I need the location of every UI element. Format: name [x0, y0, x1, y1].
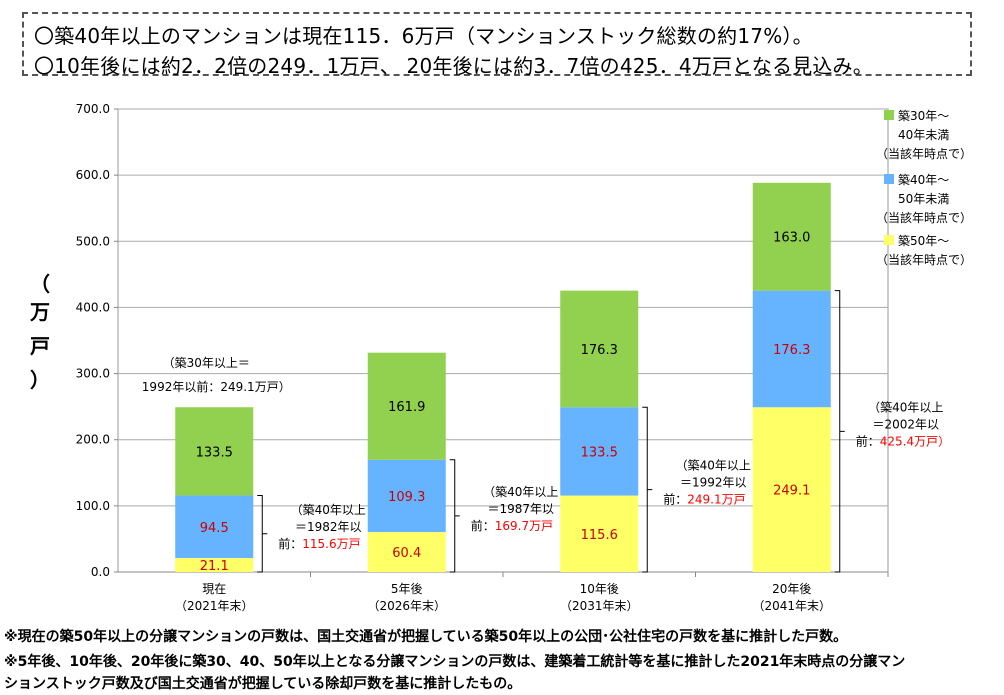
y-tick-label: 600.0: [76, 168, 110, 182]
footnote-2: ※5年後、10年後、20年後に築30、40、50年以上となる分譲マンションの戸数…: [4, 654, 906, 670]
bracket: [449, 459, 460, 573]
x-category-label: 10年後: [580, 582, 619, 596]
data-label: 161.9: [388, 400, 425, 415]
x-category-label: 現在: [202, 582, 226, 596]
bracket: [834, 290, 845, 573]
bar-segment: [367, 532, 446, 572]
bracket-annotation-value: 425.4万戸）: [880, 434, 950, 448]
bracket-annotation-line1: （築40年以上: [291, 502, 366, 517]
y-tick-label: 0.0: [91, 565, 110, 579]
y-axis-label-close: ）: [30, 368, 50, 392]
bracket-annotation-line3: 前：249.1万戸: [663, 492, 745, 507]
bar-segment: [752, 407, 831, 572]
headline-line-1: 〇築40年以上のマンションは現在115．6万戸（マンションストック総数の約17%…: [34, 24, 813, 48]
y-tick-label: 500.0: [76, 234, 110, 248]
bracket-annotation-value: 115.6万戸: [302, 537, 360, 551]
top-annotation-line2: 1992年以前：249.1万戸）: [142, 379, 291, 394]
x-category-label: 5年後: [391, 582, 423, 596]
legend-label: 築30年～: [898, 108, 949, 123]
bracket-annotation-prefix: 前：: [856, 433, 880, 448]
bracket-annotation-line3: 前：115.6万戸: [278, 536, 360, 551]
data-label: 109.3: [388, 490, 425, 505]
x-category-sublabel: （2026年末）: [367, 599, 446, 613]
data-label: 163.0: [773, 231, 810, 246]
x-category-sublabel: （2041年末）: [752, 599, 831, 613]
bar-segment: [560, 407, 639, 496]
bar-segment: [560, 290, 639, 408]
y-tick-label: 300.0: [76, 367, 110, 381]
legend-label: （当該年時点で）: [876, 252, 972, 267]
x-category-label: 20年後: [772, 582, 811, 596]
y-tick-label: 100.0: [76, 499, 110, 513]
data-label: 176.3: [773, 343, 810, 358]
bar-segment: [367, 352, 446, 460]
legend-label: （当該年時点で）: [876, 146, 972, 161]
top-annotation-line1: （築30年以上＝: [163, 355, 250, 370]
bracket-annotation-line3: 前：425.4万戸）: [856, 433, 950, 448]
data-label: 60.4: [392, 546, 421, 561]
bar-segment: [752, 290, 831, 408]
stacked-bar-chart: 0.0 100.0 200.0 300.0 400.0 500.0 600.0 700.0 21…: [76, 102, 972, 613]
legend-swatch: [884, 110, 894, 120]
y-axis-label-ko: 戸: [30, 334, 50, 358]
bracket: [642, 406, 653, 573]
footnote-3: ションストック戸数及び国土交通省が把握している除却戸数を基に推計したもの。: [4, 676, 522, 692]
bracket-annotation-line1: （築40年以上: [868, 399, 943, 414]
headline-box: 〇築40年以上のマンションは現在115．6万戸（マンションストック総数の約17%…: [22, 12, 972, 78]
bracket: [257, 495, 268, 573]
data-label: 176.3: [581, 343, 618, 358]
footnote-1: ※現在の築50年以上の分譲マンションの戸数は、国土交通省が把握している築50年以…: [4, 629, 848, 645]
bracket-annotation-line2: ＝2002年以: [872, 417, 939, 431]
headline-line-2: 〇10年後には約2．2倍の249．1万戸、 20年後には約3．7倍の425．4万…: [34, 54, 873, 78]
x-category-sublabel: （2021年末）: [175, 599, 254, 613]
y-axis-label-man: 万: [30, 300, 50, 324]
legend-label: （当該年時点で）: [876, 210, 972, 225]
bar-segment: [560, 495, 639, 572]
y-tick-label: 200.0: [76, 433, 110, 447]
bracket-annotation-line2: ＝1982年以: [295, 520, 362, 534]
bar-segment: [367, 459, 446, 533]
data-label: 249.1: [773, 484, 810, 499]
bracket-annotation-line2: ＝1987年以: [487, 502, 554, 516]
data-label: 133.5: [196, 445, 233, 460]
bar-segment: [175, 558, 254, 572]
x-category-sublabel: （2031年末）: [560, 599, 639, 613]
legend-label: 築50年～: [898, 233, 949, 248]
bracket-annotation-value: 249.1万戸: [687, 493, 745, 507]
bracket-annotation-line3: 前：169.7万戸: [471, 518, 553, 533]
y-tick-label: 700.0: [76, 102, 110, 116]
legend-label: 40年未満: [898, 128, 949, 142]
legend-swatch: [884, 174, 894, 184]
legend-label: 50年未満: [898, 192, 949, 206]
bracket-annotation-value: 169.7万戸: [495, 519, 553, 533]
bracket-annotation-prefix: 前：: [663, 492, 687, 507]
bracket-annotation-line1: （築40年以上: [483, 484, 558, 499]
legend-label: 築40年～: [898, 172, 949, 187]
bracket-annotation-line2: ＝1992年以: [680, 476, 747, 490]
y-axis-label-open: （: [30, 272, 50, 296]
bar-segment: [752, 182, 831, 291]
y-tick-label: 400.0: [76, 300, 110, 314]
bar-segment: [175, 495, 254, 559]
data-label: 133.5: [581, 445, 618, 460]
data-label: 115.6: [581, 528, 618, 543]
data-label: 21.1: [200, 559, 229, 574]
bracket-annotation-prefix: 前：: [471, 518, 495, 533]
legend-swatch: [884, 235, 894, 245]
bracket-annotation-line1: （築40年以上: [676, 458, 751, 473]
data-label: 94.5: [200, 521, 229, 536]
bar-segment: [175, 407, 254, 496]
bracket-annotation-prefix: 前：: [278, 536, 302, 551]
